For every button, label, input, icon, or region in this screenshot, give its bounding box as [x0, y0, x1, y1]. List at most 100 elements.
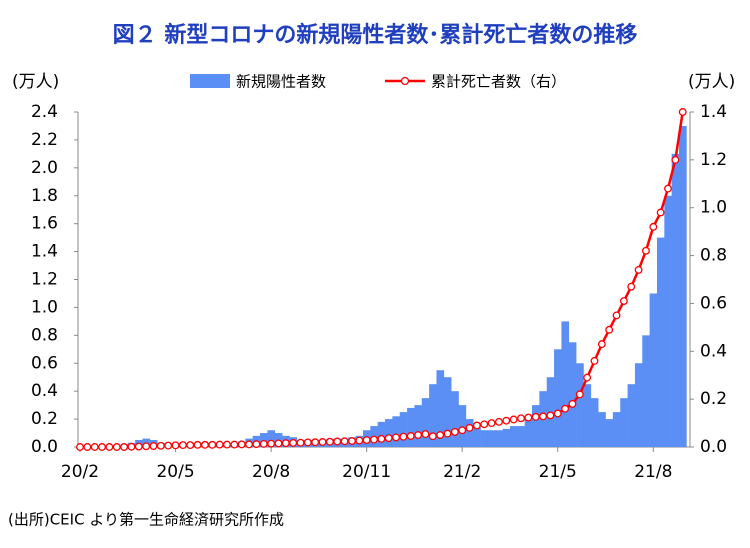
bar: [620, 398, 628, 447]
bar: [517, 426, 525, 447]
bar: [664, 195, 672, 447]
bar: [561, 321, 570, 447]
line-marker: [414, 431, 423, 439]
bar: [465, 419, 474, 447]
bar: [612, 412, 621, 447]
line-marker: [120, 443, 129, 451]
line-marker: [502, 416, 511, 425]
line-marker: [583, 373, 592, 382]
line-marker: [553, 409, 562, 418]
line-marker: [340, 437, 349, 446]
line-marker: [215, 440, 224, 449]
line-marker: [428, 432, 437, 441]
line-marker: [208, 440, 217, 449]
line-marker: [627, 282, 636, 291]
line-marker: [83, 443, 92, 451]
y-tick-label: 1.0: [31, 297, 58, 317]
line-marker: [362, 436, 371, 445]
bar: [583, 384, 592, 447]
x-tick-label: 20/5: [156, 462, 194, 482]
line-marker: [443, 429, 452, 438]
line-marker: [450, 427, 459, 436]
line-marker: [377, 434, 386, 443]
y-tick-label: 2.2: [31, 130, 58, 150]
line-marker: [171, 441, 180, 450]
y2-tick-label: 0.8: [700, 246, 727, 266]
line-marker: [230, 440, 239, 449]
line-marker: [178, 441, 187, 450]
bar: [480, 430, 489, 447]
bar: [532, 405, 540, 447]
y-tick-label: 1.4: [31, 242, 58, 262]
line-marker: [281, 439, 290, 448]
bar: [451, 391, 459, 447]
y-tick-label: 0.4: [31, 381, 58, 401]
line-marker: [90, 443, 99, 451]
line-marker: [355, 436, 364, 445]
y-tick-label: 1.6: [31, 214, 58, 234]
y-axis-label: (万人): [12, 72, 59, 92]
y2-tick-label: 0.2: [700, 389, 727, 409]
line-marker: [597, 340, 606, 349]
line: [80, 111, 684, 449]
line-marker: [105, 443, 114, 451]
bar: [605, 419, 614, 447]
line-marker: [472, 421, 481, 430]
bar: [392, 416, 401, 447]
line-marker: [649, 222, 658, 231]
line-marker: [370, 435, 378, 444]
bar: [679, 125, 687, 447]
bar: [509, 426, 518, 447]
legend-swatch: [190, 74, 230, 88]
bar: [598, 412, 606, 447]
bar: [671, 153, 680, 447]
bar: [267, 430, 276, 447]
line-marker: [237, 440, 246, 449]
line-marker: [112, 443, 121, 451]
legend-label: 累計死亡者数（右）: [431, 73, 566, 91]
chart-title: 図２ 新型コロナの新規陽性者数･累計死亡者数の推移: [113, 22, 638, 48]
line-marker: [524, 413, 533, 422]
line-marker: [561, 404, 570, 413]
bar: [436, 370, 445, 447]
line-marker: [605, 325, 614, 334]
line-marker: [634, 265, 643, 274]
bar: [502, 428, 511, 447]
line-marker: [619, 297, 628, 305]
bar: [568, 342, 577, 447]
line-marker: [458, 426, 467, 435]
bar: [495, 430, 503, 447]
y2-tick-label: 1.4: [700, 102, 727, 122]
line-marker: [267, 439, 276, 448]
bar: [554, 349, 562, 447]
y2-tick-label: 0.6: [700, 293, 727, 313]
y2-axis-label: (万人): [688, 72, 735, 92]
y2-tick-label: 1.0: [700, 198, 727, 218]
y-tick-label: 0.6: [31, 353, 58, 373]
bar: [429, 384, 437, 447]
line-marker: [98, 443, 106, 451]
line-marker: [156, 441, 165, 450]
x-tick-label: 20/2: [61, 462, 99, 482]
y2-tick-label: 1.2: [700, 150, 727, 170]
source: (出所)CEIC より第一生命経済研究所作成: [8, 511, 284, 529]
line-marker: [465, 423, 474, 432]
x-tick-label: 21/2: [443, 462, 481, 482]
bar: [649, 293, 658, 447]
line-marker: [325, 437, 334, 446]
line-marker: [318, 438, 327, 446]
line-marker: [252, 440, 261, 449]
line-marker: [664, 184, 672, 193]
y2-tick-label: 0.4: [700, 341, 727, 361]
line-marker: [480, 420, 489, 429]
line-marker: [245, 440, 253, 449]
bar: [473, 427, 481, 447]
line-marker: [590, 356, 599, 365]
bar: [407, 407, 415, 447]
bar: [414, 405, 423, 447]
line-marker: [274, 439, 283, 448]
y2-tick-label: 0.0: [700, 437, 727, 457]
line-marker: [303, 438, 312, 447]
line-marker: [311, 438, 320, 447]
line-marker: [200, 440, 209, 449]
